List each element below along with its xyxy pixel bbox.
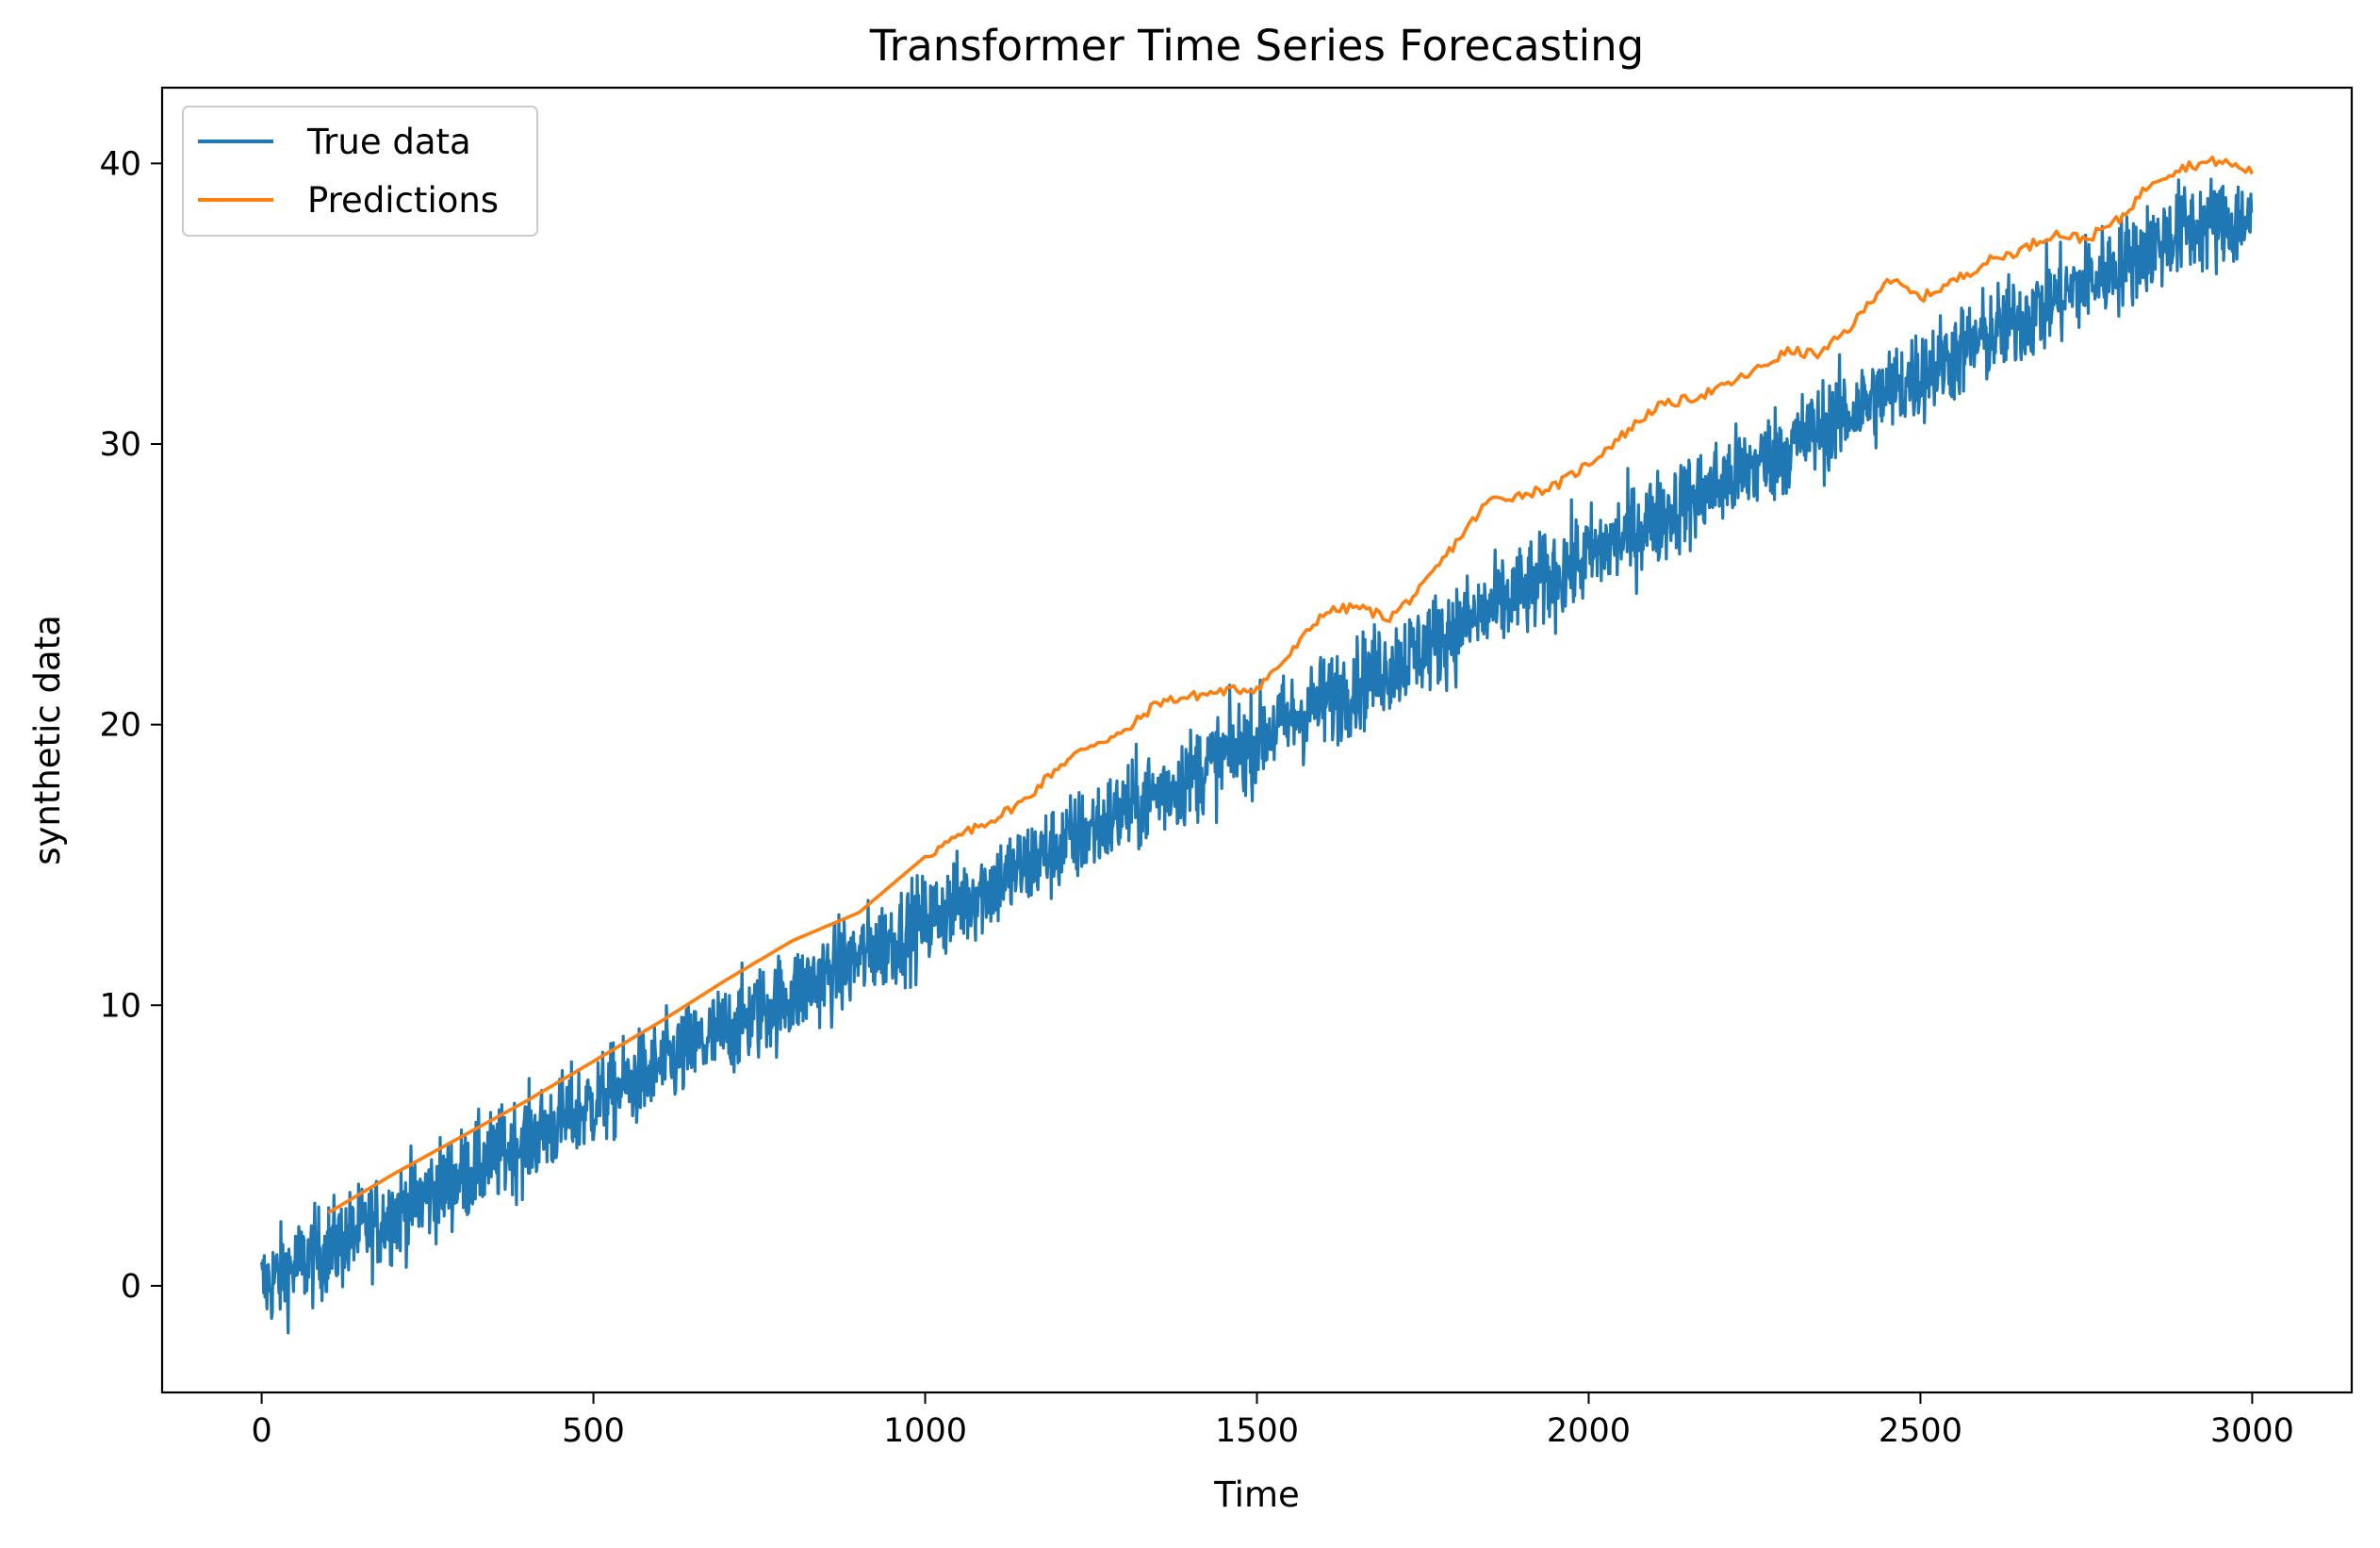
x-tick-label: 500	[562, 1412, 625, 1450]
y-tick-label: 20	[99, 707, 141, 745]
x-tick-label: 1500	[1215, 1412, 1299, 1450]
x-tick-label: 0	[251, 1412, 271, 1450]
y-axis-label: synthetic data	[27, 615, 68, 865]
legend-label-predictions: Predictions	[307, 180, 499, 221]
x-axis: 0 500 1000 1500 2000 2500 3000	[251, 1392, 2294, 1450]
series-line-true-data	[260, 177, 2254, 1335]
legend-label-true-data: True data	[306, 122, 471, 162]
x-tick-label: 3000	[2210, 1412, 2294, 1450]
x-tick-label: 1000	[883, 1412, 967, 1450]
y-tick-label: 30	[99, 426, 141, 464]
x-tick-label: 2000	[1547, 1412, 1631, 1450]
y-tick-label: 10	[99, 987, 141, 1025]
legend-box	[182, 106, 538, 237]
chart-title: Transformer Time Series Forecasting	[869, 21, 1644, 71]
y-axis: 0 10 20 30 40	[99, 145, 162, 1306]
y-tick-label: 0	[121, 1268, 141, 1306]
y-tick-label: 40	[99, 145, 141, 183]
x-tick-label: 2500	[1879, 1412, 1962, 1450]
x-axis-label: Time	[1213, 1474, 1300, 1515]
legend: True data Predictions	[182, 106, 538, 237]
series-layer	[260, 156, 2255, 1335]
series-line-predictions	[327, 156, 2255, 1215]
